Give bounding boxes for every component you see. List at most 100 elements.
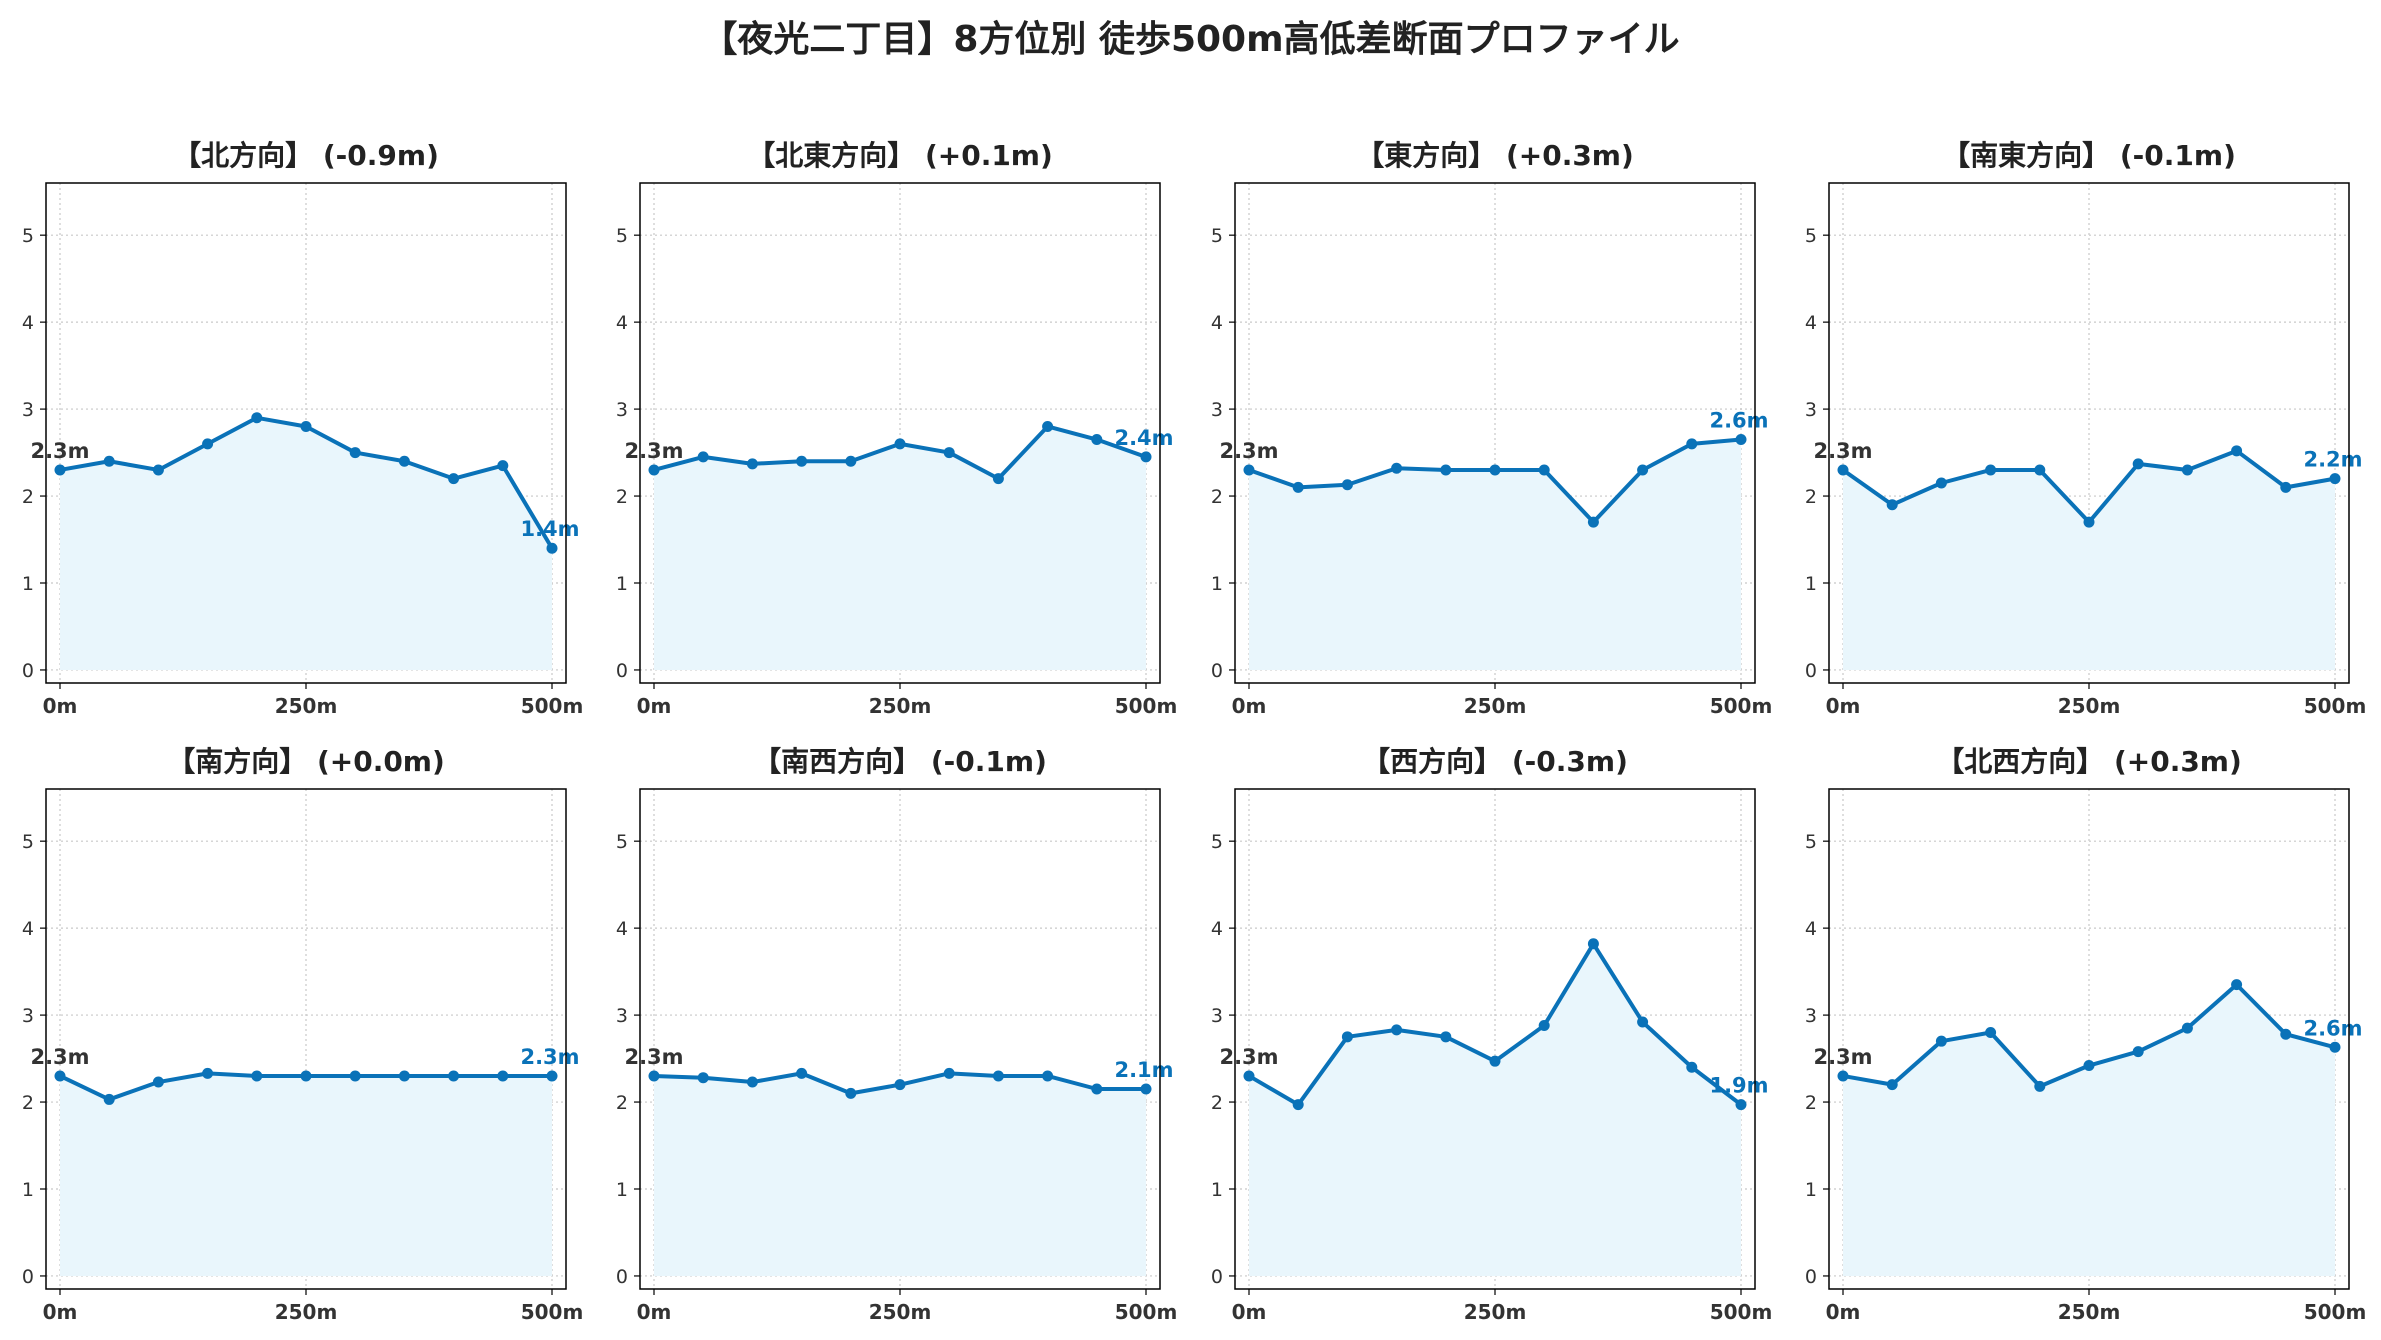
end-value-label: 2.3m [520, 1045, 579, 1069]
x-tick-label: 250m [2058, 694, 2121, 718]
x-tick-label: 250m [869, 694, 932, 718]
elevation-area [60, 1073, 552, 1276]
elevation-point [2231, 445, 2243, 457]
y-tick-label: 2 [22, 486, 34, 508]
y-tick-label: 4 [616, 312, 628, 334]
elevation-point [1440, 1031, 1452, 1043]
elevation-point [202, 1067, 214, 1079]
x-tick-label: 500m [521, 1300, 584, 1324]
elevation-point [1538, 464, 1550, 476]
elevation-point [1686, 438, 1698, 450]
elevation-point [398, 1070, 410, 1082]
elevation-point [1935, 1035, 1947, 1047]
elevation-point [1735, 434, 1747, 446]
elevation-point [497, 1070, 509, 1082]
elevation-point [697, 1072, 709, 1084]
end-value-label: 1.4m [520, 517, 579, 541]
x-tick-label: 500m [2304, 694, 2367, 718]
elevation-area [1249, 943, 1741, 1276]
y-tick-label: 4 [1211, 312, 1223, 334]
elevation-point [202, 438, 214, 450]
y-tick-label: 5 [22, 831, 34, 853]
start-value-label: 2.3m [624, 439, 683, 463]
end-value-label: 2.6m [1709, 409, 1768, 433]
x-tick-label: 250m [275, 694, 338, 718]
elevation-point [2181, 464, 2193, 476]
elevation-area [60, 417, 552, 670]
x-tick-label: 250m [2058, 1300, 2121, 1324]
panel-title: 【北西方向】 (+0.3m) [1936, 745, 2242, 778]
elevation-area [654, 1073, 1146, 1276]
start-value-label: 2.3m [624, 1045, 683, 1069]
start-value-label: 2.3m [1219, 1045, 1278, 1069]
x-tick-label: 0m [637, 694, 672, 718]
elevation-point [1489, 1055, 1501, 1067]
end-value-label: 2.4m [1114, 426, 1173, 450]
start-value-label: 2.3m [30, 1045, 89, 1069]
x-tick-label: 0m [43, 1300, 78, 1324]
y-tick-label: 0 [616, 660, 628, 682]
elevation-point [349, 447, 361, 459]
x-tick-label: 250m [275, 1300, 338, 1324]
elevation-point [943, 447, 955, 459]
elevation-point [1341, 479, 1353, 491]
y-tick-label: 5 [22, 225, 34, 247]
elevation-point [1587, 938, 1599, 950]
y-tick-label: 2 [1211, 486, 1223, 508]
elevation-point [1935, 477, 1947, 489]
y-tick-label: 4 [616, 918, 628, 940]
chart-panel-6: 【南西方向】 (-0.1m) 2.3m 2.1m 0 1 2 3 4 5 0m 250m 500m [616, 745, 1177, 1324]
elevation-point [1341, 1031, 1353, 1043]
elevation-point [1091, 434, 1103, 446]
elevation-point [1243, 464, 1255, 476]
elevation-point [2231, 979, 2243, 991]
elevation-point [992, 1070, 1004, 1082]
y-tick-label: 0 [1211, 660, 1223, 682]
panel-title: 【北方向】 (-0.9m) [173, 139, 439, 172]
elevation-point [2329, 1041, 2341, 1053]
y-tick-label: 0 [1211, 1266, 1223, 1288]
elevation-point [2329, 473, 2341, 485]
y-tick-label: 2 [1805, 1092, 1817, 1114]
elevation-point [103, 455, 115, 467]
y-tick-label: 4 [1211, 918, 1223, 940]
elevation-point [1637, 464, 1649, 476]
elevation-point [251, 1070, 263, 1082]
panel-title: 【北東方向】 (+0.1m) [747, 139, 1053, 172]
y-tick-label: 5 [1805, 831, 1817, 853]
y-tick-label: 1 [1805, 1179, 1817, 1201]
y-tick-label: 5 [616, 225, 628, 247]
elevation-point [2083, 516, 2095, 528]
y-tick-label: 3 [1211, 399, 1223, 421]
x-tick-label: 0m [1232, 694, 1267, 718]
y-tick-label: 0 [1805, 660, 1817, 682]
elevation-point [1985, 464, 1997, 476]
y-tick-label: 3 [1211, 1005, 1223, 1027]
elevation-area [1843, 450, 2335, 670]
elevation-point [1637, 1016, 1649, 1028]
y-tick-label: 0 [22, 660, 34, 682]
elevation-point [1042, 1070, 1054, 1082]
y-tick-label: 3 [1805, 1005, 1817, 1027]
y-tick-label: 3 [22, 1005, 34, 1027]
elevation-point [746, 1076, 758, 1088]
y-tick-label: 0 [616, 1266, 628, 1288]
elevation-point [1042, 420, 1054, 432]
elevation-point [648, 1070, 660, 1082]
start-value-label: 2.3m [30, 439, 89, 463]
x-tick-label: 250m [1464, 694, 1527, 718]
y-tick-label: 2 [1805, 486, 1817, 508]
elevation-point [894, 438, 906, 450]
x-tick-label: 500m [1710, 694, 1773, 718]
chart-panel-4: 【南東方向】 (-0.1m) 2.3m 2.2m 0 1 2 3 4 5 0m 250m 500m [1805, 139, 2366, 718]
elevation-point [894, 1079, 906, 1091]
elevation-point [1686, 1061, 1698, 1073]
elevation-point [448, 473, 460, 485]
elevation-point [1391, 1024, 1403, 1036]
x-tick-label: 0m [43, 694, 78, 718]
x-tick-label: 500m [2304, 1300, 2367, 1324]
start-value-label: 2.3m [1813, 1045, 1872, 1069]
elevation-point [2280, 481, 2292, 493]
end-value-label: 2.6m [2303, 1016, 2362, 1040]
